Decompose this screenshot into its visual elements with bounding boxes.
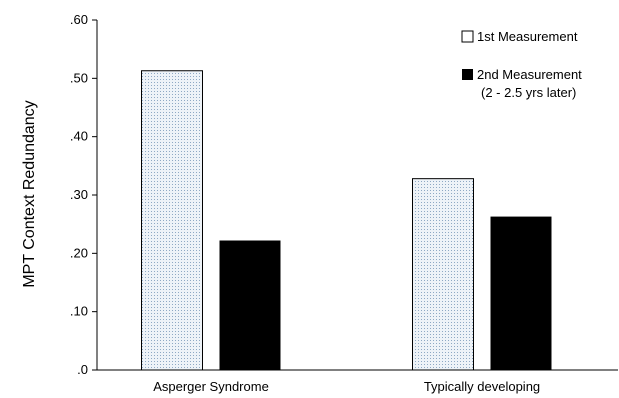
legend-swatch-1st: [461, 30, 474, 43]
bar-second-measurement: [219, 240, 281, 370]
y-tick-label: .20: [70, 245, 88, 260]
bar-first-measurement: [141, 70, 203, 371]
legend-label-2nd-sub: (2 - 2.5 yrs later): [481, 85, 576, 100]
bar-second-measurement: [490, 216, 552, 370]
category-labels: Asperger Syndrome Typically developing: [153, 379, 540, 394]
y-tick-label: .10: [70, 304, 88, 319]
category-label: Typically developing: [424, 379, 540, 394]
legend: 1st Measurement 2nd Measurement (2 - 2.5…: [461, 29, 582, 100]
legend-swatch-2nd: [462, 69, 473, 80]
y-tick-label: .50: [70, 70, 88, 85]
y-axis-label: MPT Context Redundancy: [21, 100, 38, 287]
y-tick-label: .30: [70, 187, 88, 202]
legend-label-2nd: 2nd Measurement: [477, 67, 582, 82]
y-ticks: .0 .10 .20 .30 .40 .50 .60: [70, 12, 97, 377]
y-tick-label: .0: [77, 362, 88, 377]
y-tick-label: .40: [70, 129, 88, 144]
legend-label-1st: 1st Measurement: [477, 29, 578, 44]
category-label: Asperger Syndrome: [153, 379, 269, 394]
bar-first-measurement: [412, 178, 474, 371]
y-tick-label: .60: [70, 12, 88, 27]
bars: [141, 70, 552, 371]
